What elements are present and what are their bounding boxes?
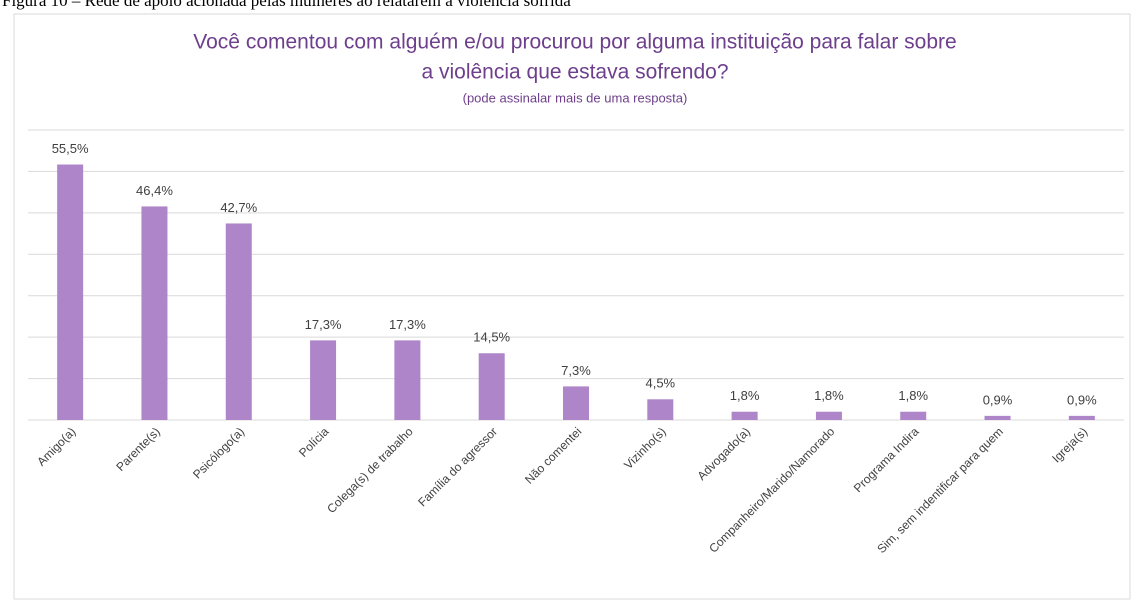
- chart-frame: [13, 13, 1131, 600]
- bar: [815, 411, 842, 420]
- chart-subtitle: (pode assinalar mais de uma resposta): [463, 90, 688, 105]
- value-label: 17,3%: [305, 317, 342, 332]
- bar: [478, 353, 505, 420]
- x-tick-label: Psicólogo(a): [190, 424, 247, 481]
- x-tick-label: Advogado(a): [694, 424, 752, 482]
- value-label: 42,7%: [220, 200, 257, 215]
- bar: [310, 340, 337, 420]
- bar: [563, 386, 589, 420]
- bar: [731, 411, 758, 420]
- value-label: 1,8%: [898, 388, 928, 403]
- bar: [900, 411, 927, 420]
- chart-title: Você comentou com alguém e/ou procurou p…: [193, 31, 956, 54]
- chart-title: a violência que estava sofrendo?: [421, 61, 728, 84]
- value-label: 7,3%: [561, 363, 591, 378]
- x-tick-label: Colega(s) de trabalho: [324, 424, 416, 516]
- value-label: 1,8%: [730, 388, 760, 403]
- x-tick-label: Família do agressor: [415, 424, 500, 509]
- bar: [141, 206, 168, 420]
- x-tick-label: Não comentei: [522, 424, 584, 486]
- value-label: 1,8%: [814, 388, 844, 403]
- x-tick-label: Parente(s): [113, 424, 163, 474]
- figure-caption: Figura 10 – Rede de apoio acionada pelas…: [2, 0, 571, 10]
- x-tick-label: Vizinho(s): [621, 424, 668, 471]
- x-tick-label: Polícia: [296, 424, 332, 460]
- value-label: 17,3%: [389, 317, 426, 332]
- bar: [1068, 415, 1095, 420]
- x-tick-label: Programa Indira: [851, 424, 922, 495]
- x-tick-label: Amigo(a): [34, 424, 78, 468]
- value-label: 4,5%: [645, 376, 675, 391]
- bar: [984, 415, 1011, 420]
- value-label: 46,4%: [136, 183, 173, 198]
- bar: [394, 340, 421, 420]
- value-label: 55,5%: [52, 141, 89, 156]
- value-label: 0,9%: [983, 392, 1013, 407]
- x-tick-label: Igreja(s): [1049, 424, 1090, 465]
- bar: [57, 164, 84, 420]
- value-label: 0,9%: [1067, 392, 1097, 407]
- bar: [225, 223, 252, 420]
- bar: [647, 399, 674, 420]
- value-label: 14,5%: [473, 330, 510, 345]
